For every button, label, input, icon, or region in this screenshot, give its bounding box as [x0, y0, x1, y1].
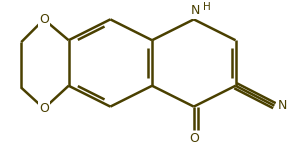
Text: O: O [189, 132, 199, 145]
Text: O: O [39, 102, 49, 115]
Text: N: N [191, 4, 200, 17]
Text: O: O [39, 13, 49, 26]
Text: N: N [277, 99, 287, 112]
Text: H: H [203, 2, 211, 12]
